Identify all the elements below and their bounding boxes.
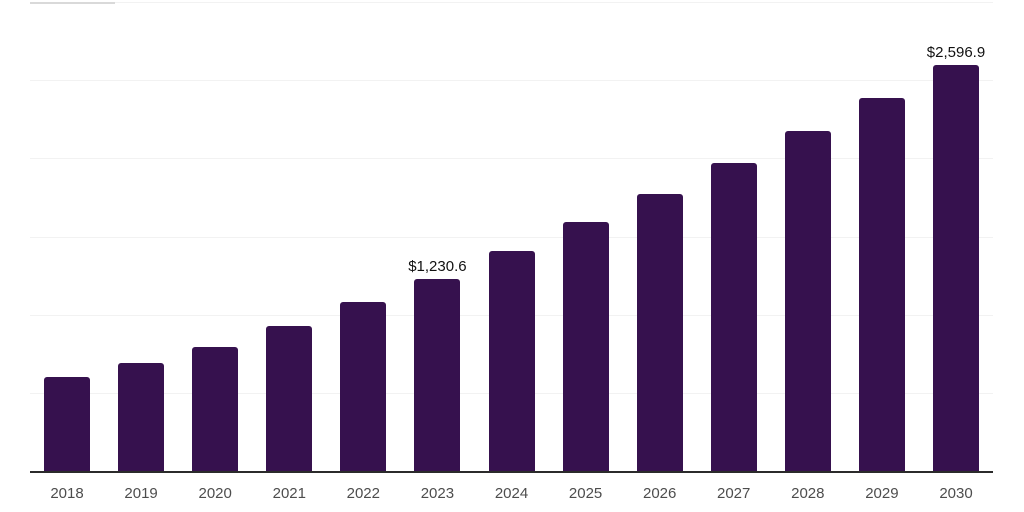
x-tick-2019: 2019 — [124, 485, 158, 502]
bar-2022[interactable] — [340, 302, 387, 471]
data-label-2023: $1,230.6 — [408, 257, 467, 275]
bar-2019[interactable] — [118, 363, 165, 471]
x-tick-2029: 2029 — [865, 485, 899, 502]
x-tick-2028: 2028 — [791, 485, 825, 502]
bar-2025[interactable] — [562, 222, 609, 471]
bar-2029[interactable] — [858, 98, 905, 471]
gridline-1500 — [30, 236, 993, 238]
bar-2024[interactable] — [488, 250, 535, 471]
x-tick-2030: 2030 — [939, 485, 973, 502]
x-tick-2024: 2024 — [494, 485, 529, 502]
top-gridline-accent — [30, 1, 115, 4]
bar-2018[interactable] — [44, 377, 90, 471]
x-tick-2023: 2023 — [420, 485, 455, 502]
x-tick-2025: 2025 — [568, 485, 603, 502]
data-label-2030: $2,596.9 — [926, 44, 986, 61]
x-tick-2020: 2020 — [198, 485, 232, 502]
bar-2020[interactable] — [192, 346, 239, 471]
bar-2023[interactable] — [414, 278, 461, 471]
gridline-2000 — [30, 158, 993, 160]
bar-2021[interactable] — [266, 325, 313, 471]
x-axis-line — [30, 471, 993, 473]
bar-2030[interactable] — [933, 65, 979, 471]
bar-2026[interactable] — [636, 193, 683, 471]
x-tick-2022: 2022 — [346, 485, 380, 502]
x-tick-2018: 2018 — [50, 485, 84, 502]
gridline-3000 — [30, 2, 993, 3]
bar-2028[interactable] — [784, 131, 831, 471]
x-tick-2026: 2026 — [643, 485, 677, 502]
x-tick-2021: 2021 — [272, 485, 306, 502]
gridline-2500 — [30, 80, 993, 82]
x-tick-2027: 2027 — [717, 485, 751, 502]
bar-2027[interactable] — [710, 163, 757, 471]
